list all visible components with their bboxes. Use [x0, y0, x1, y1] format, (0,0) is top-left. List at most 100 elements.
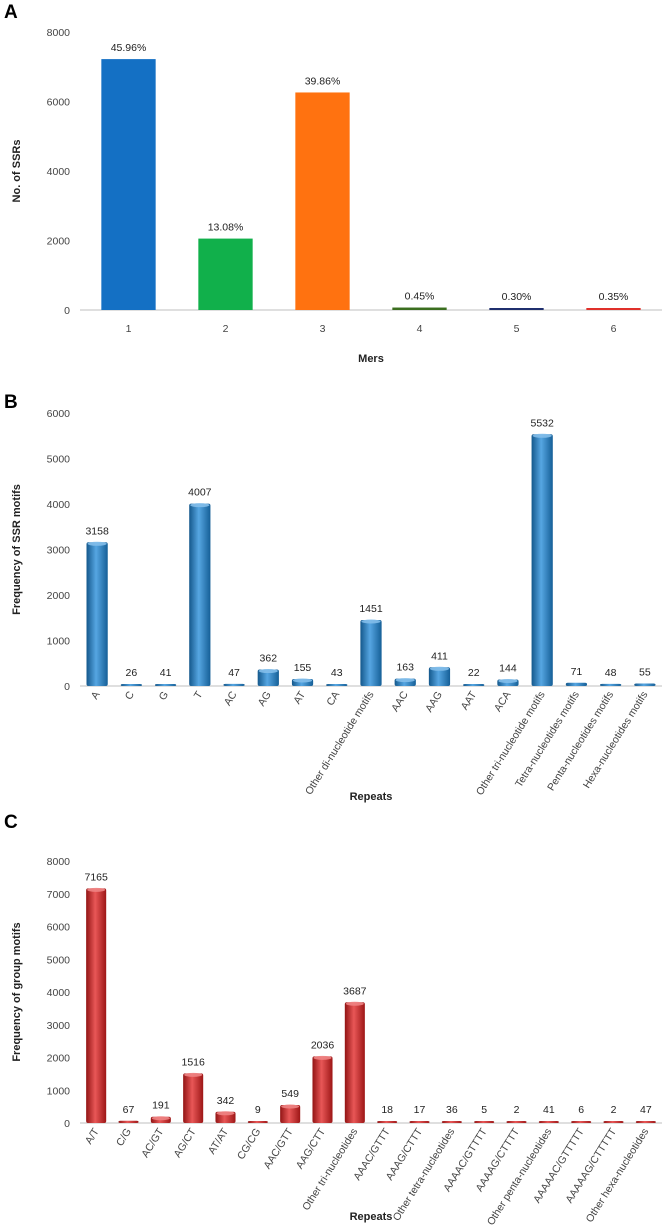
- bar-cap-b-6: [292, 678, 313, 683]
- y-tick-a-0: 0: [64, 305, 70, 317]
- bar-c-11: [441, 1121, 462, 1123]
- x-tick-b-7: CA: [324, 689, 342, 708]
- bar-cap-c-2: [151, 1116, 170, 1121]
- bar-b-5: [257, 669, 279, 686]
- bar-b-7: [326, 684, 348, 686]
- y-tick-a-3: 6000: [47, 97, 71, 109]
- bar-cap-b-9: [395, 678, 415, 683]
- bar-b-13: [531, 434, 553, 686]
- bar-cap-b-3: [190, 503, 210, 508]
- data-label-c-8: 3687: [343, 985, 367, 997]
- panel-b: B 0 1000 2000 3000 4000 5000 6000 3158 A 26 C 41 G 40…: [0, 390, 664, 810]
- y-tick-a-1: 2000: [47, 236, 71, 248]
- data-label-b-7: 43: [331, 667, 343, 679]
- x-tick-b-3: T: [192, 689, 206, 701]
- bar-cap-c-3: [184, 1072, 203, 1077]
- bar-c-5: [247, 1121, 268, 1123]
- x-tick-a-1: 2: [223, 323, 229, 335]
- bar-b-1: [120, 684, 142, 686]
- y-tick-c-0: 0: [64, 1118, 70, 1130]
- y-tick-b-1: 1000: [47, 636, 71, 648]
- data-label-b-16: 55: [639, 666, 651, 678]
- data-label-b-4: 47: [228, 667, 240, 679]
- y-axis-title-c: Frequency of group motifs: [11, 922, 23, 1061]
- y-tick-c-8: 8000: [47, 856, 71, 868]
- bar-a-0: [101, 59, 156, 311]
- data-label-c-0: 7165: [84, 871, 108, 883]
- bar-cap-b-12: [498, 678, 518, 683]
- bar-cap-b-5: [258, 669, 278, 674]
- x-tick-c-0: A/T: [83, 1126, 102, 1147]
- bar-c-8: [344, 1002, 365, 1123]
- bar-cap-b-10: [429, 666, 450, 671]
- x-tick-b-2: G: [157, 689, 172, 702]
- y-tick-b-0: 0: [64, 681, 70, 693]
- data-label-b-5: 362: [260, 653, 278, 665]
- data-label-b-0: 3158: [85, 525, 109, 537]
- x-tick-c-3: AG/CT: [172, 1126, 199, 1160]
- bar-b-0: [86, 542, 108, 686]
- panel-label-b: B: [4, 392, 18, 413]
- data-label-b-13: 5532: [530, 417, 554, 429]
- data-label-a-3: 0.45%: [405, 291, 435, 303]
- x-tick-b-11: AAT: [459, 689, 480, 713]
- bar-c-14: [538, 1121, 559, 1123]
- data-label-c-10: 17: [414, 1104, 426, 1116]
- data-label-c-2: 191: [152, 1100, 170, 1112]
- x-tick-a-3: 4: [417, 323, 423, 335]
- data-label-b-11: 22: [468, 667, 480, 679]
- data-label-a-2: 39.86%: [305, 75, 341, 87]
- bar-c-10: [409, 1121, 430, 1123]
- bar-c-13: [506, 1121, 527, 1123]
- data-label-b-3: 4007: [188, 487, 212, 499]
- data-label-b-9: 163: [396, 662, 414, 674]
- bar-a-3: [392, 307, 447, 310]
- bar-c-3: [183, 1073, 204, 1123]
- x-axis-title-b: Repeats: [350, 791, 393, 803]
- x-tick-c-11: Other tetra-nucleotides: [391, 1126, 458, 1223]
- x-tick-b-13: Other tri-nucleotide motifs: [474, 689, 548, 797]
- x-axis-title-c: Repeats: [350, 1211, 393, 1223]
- y-tick-b-3: 3000: [47, 545, 71, 557]
- y-axis-title-a: No. of SSRs: [11, 140, 23, 203]
- y-tick-c-3: 3000: [47, 1020, 71, 1032]
- bar-c-6: [280, 1105, 301, 1123]
- bar-b-11: [463, 684, 485, 686]
- x-tick-b-0: A: [89, 689, 103, 701]
- bar-b-3: [189, 503, 211, 686]
- data-label-b-8: 1451: [359, 603, 383, 615]
- data-label-b-10: 411: [431, 650, 448, 662]
- data-label-c-12: 5: [481, 1104, 487, 1116]
- panel-a: A 0 2000 4000 6000 8000 45.96% 1 13.08% 2 39.86% 3…: [0, 0, 664, 390]
- x-tick-b-8: Other di-nucleotide motifs: [303, 689, 377, 797]
- data-label-c-13: 2: [514, 1104, 520, 1116]
- chart-c-svg: 0 1000 2000 3000 4000 5000 6000 7000 8000 7165 A/T…: [11, 856, 662, 1228]
- y-tick-c-1: 1000: [47, 1085, 71, 1097]
- x-tick-a-4: 5: [514, 323, 520, 335]
- data-label-b-1: 26: [126, 667, 138, 679]
- data-label-c-4: 342: [217, 1095, 235, 1107]
- data-label-b-15: 48: [605, 667, 617, 679]
- data-label-a-5: 0.35%: [599, 291, 629, 303]
- bar-a-5: [586, 308, 641, 310]
- x-tick-b-14: Tetra-nucleotides motifs: [513, 689, 582, 789]
- bar-cap-c-0: [87, 887, 106, 892]
- bar-c-7: [312, 1056, 333, 1123]
- bar-c-9: [377, 1121, 398, 1123]
- x-tick-a-5: 6: [611, 323, 617, 335]
- bar-cap-b-13: [532, 433, 552, 438]
- data-label-b-6: 155: [294, 662, 312, 674]
- y-tick-c-2: 2000: [47, 1053, 71, 1065]
- x-tick-c-2: AC/GT: [139, 1126, 166, 1160]
- y-tick-c-4: 4000: [47, 987, 71, 999]
- data-label-a-0: 45.96%: [111, 42, 147, 54]
- data-label-c-1: 67: [123, 1104, 135, 1116]
- x-tick-b-4: AC: [222, 689, 240, 708]
- data-label-c-17: 47: [640, 1104, 652, 1116]
- y-axis-title-b: Frequency of SSR motifs: [11, 484, 23, 615]
- y-tick-c-5: 5000: [47, 954, 71, 966]
- bar-cap-b-0: [87, 541, 107, 546]
- data-label-c-7: 2036: [311, 1039, 335, 1051]
- x-tick-c-7: AAG/CTT: [294, 1126, 329, 1171]
- x-tick-c-5: CG/CG: [235, 1126, 263, 1162]
